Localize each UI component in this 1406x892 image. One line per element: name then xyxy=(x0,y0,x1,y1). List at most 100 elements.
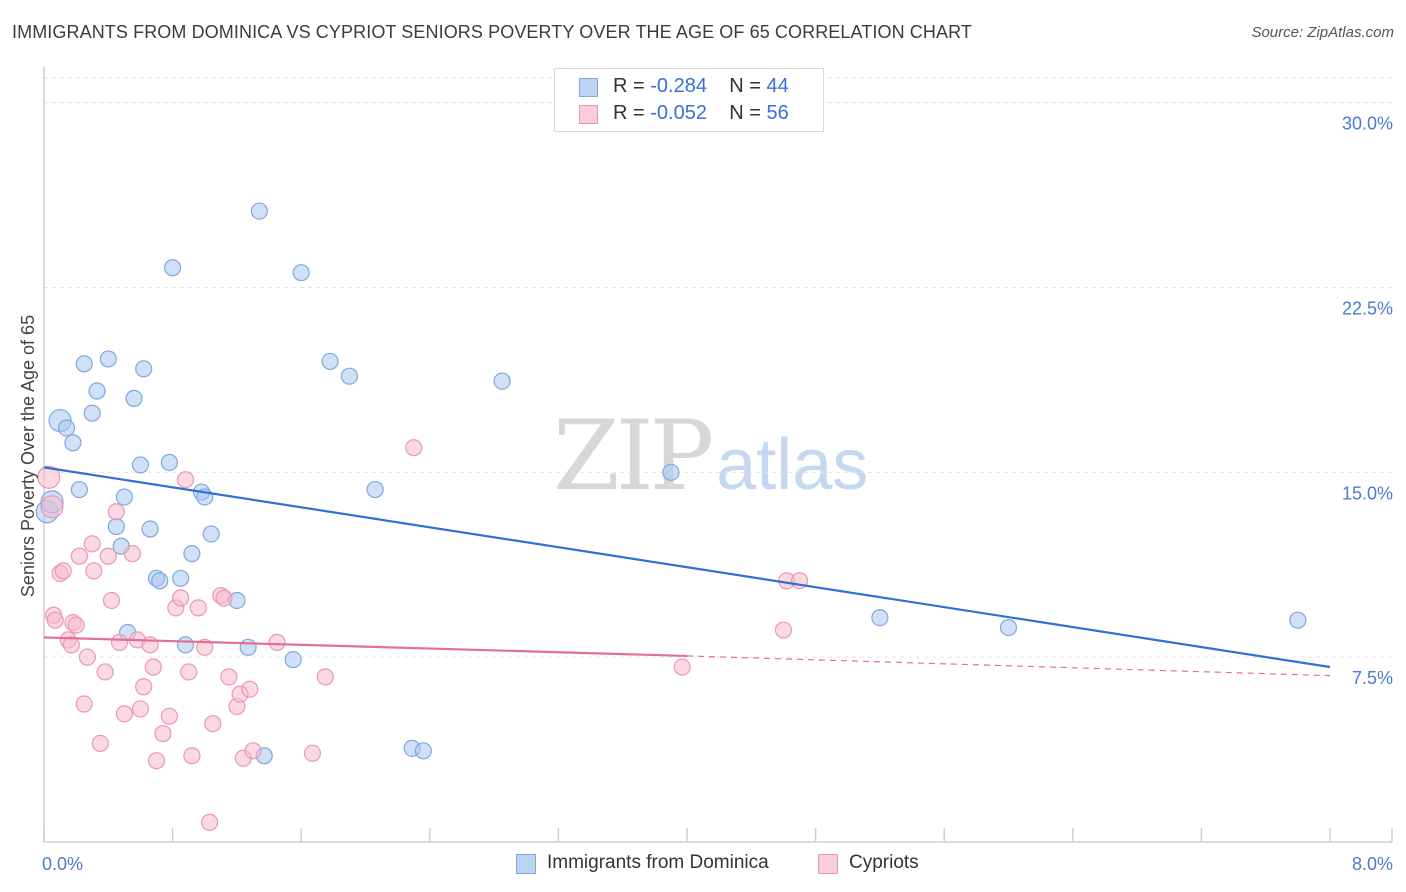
axes xyxy=(43,66,1393,843)
cypriot-point xyxy=(54,562,72,580)
dominica-point xyxy=(250,202,269,220)
cypriot-point xyxy=(85,562,103,580)
cypriot-point xyxy=(176,471,195,489)
dominica-point xyxy=(141,520,159,538)
cypriot-point xyxy=(147,752,166,770)
x-tick-label: 0.0% xyxy=(42,854,83,874)
n-label: N = xyxy=(729,102,767,124)
dominica-point xyxy=(284,651,302,669)
cypriot-point xyxy=(62,636,80,654)
cypriot-point xyxy=(91,734,109,753)
cypriot-point xyxy=(673,658,691,676)
cypriot-point xyxy=(220,668,238,686)
dominica-point xyxy=(125,389,143,407)
cypriot-point xyxy=(180,663,198,681)
series-dominica xyxy=(35,202,1307,765)
dominica-point xyxy=(999,618,1018,637)
cypriot-point xyxy=(160,707,178,725)
cypriot-point xyxy=(67,616,85,634)
cypriot-point xyxy=(99,547,117,565)
trend-line-dominica xyxy=(43,466,1331,669)
dominica-point xyxy=(164,259,182,277)
y-tick-label: 30.0% xyxy=(1342,114,1393,134)
trend-line-cypriots-extension xyxy=(686,655,1331,677)
source-label: Source: ZipAtlas.com xyxy=(1251,24,1394,41)
n-label: N = xyxy=(729,75,767,97)
cypriot-point xyxy=(78,648,97,666)
cypriot-point xyxy=(110,633,129,651)
dominica-point xyxy=(366,480,384,499)
dominica-point xyxy=(64,434,82,452)
gridlines xyxy=(44,77,1392,658)
cypriot-point xyxy=(303,744,322,762)
y-tick-label: 22.5% xyxy=(1342,298,1393,318)
series-cypriots xyxy=(37,439,809,831)
stats-legend: R = -0.284 N = 44 R = -0.052 N = 56 xyxy=(554,68,824,132)
trend-lines xyxy=(43,466,1331,677)
r-value: -0.284 xyxy=(650,75,707,97)
dominica-point xyxy=(493,372,511,390)
r-label: R = xyxy=(613,102,651,124)
dominica-point xyxy=(662,463,680,481)
legend-swatch-pink xyxy=(579,105,598,124)
dominica-point xyxy=(160,453,178,472)
x-tick-label: 8.0% xyxy=(1352,854,1393,874)
bottom-legend-label: Immigrants from Dominica xyxy=(547,852,769,873)
dominica-point xyxy=(88,382,106,400)
cypriot-point xyxy=(215,589,233,607)
dominica-point xyxy=(57,419,76,437)
cypriot-point xyxy=(75,695,93,713)
cypriot-point xyxy=(37,465,61,489)
dominica-point xyxy=(202,525,220,543)
cypriot-point xyxy=(405,439,423,457)
cypriot-point xyxy=(83,535,101,553)
cypriot-point xyxy=(268,633,286,651)
legend-text: R = -0.052 N = 56 xyxy=(613,102,789,125)
tick-labels: 7.5% 15.0% 22.5% 30.0% 0.0% 8.0% xyxy=(42,114,1393,874)
dominica-point xyxy=(292,264,310,282)
chart-title: IMMIGRANTS FROM DOMINICA VS CYPRIOT SENI… xyxy=(12,22,972,42)
cypriot-point xyxy=(102,591,121,610)
cypriot-point xyxy=(144,658,162,676)
cypriot-point xyxy=(40,495,64,519)
dominica-point xyxy=(107,517,125,536)
bottom-legend-label: Cypriots xyxy=(849,852,919,873)
dominica-point xyxy=(83,404,101,422)
bottom-swatch-blue xyxy=(516,854,536,874)
cypriot-point xyxy=(46,611,64,629)
dominica-point xyxy=(131,456,150,474)
cypriot-point xyxy=(70,547,88,565)
y-tick-label: 15.0% xyxy=(1342,483,1393,503)
dominica-point xyxy=(239,638,257,656)
dominica-point xyxy=(172,569,190,587)
cypriot-point xyxy=(115,705,133,723)
watermark-atlas: atlas xyxy=(716,425,869,505)
r-value: -0.052 xyxy=(650,102,707,124)
cypriot-point xyxy=(316,668,334,686)
dominica-point xyxy=(75,355,93,373)
bottom-swatch-pink xyxy=(818,854,838,874)
cypriot-point xyxy=(204,715,222,733)
dominica-point xyxy=(176,636,195,654)
dominica-point xyxy=(183,545,201,563)
n-value: 56 xyxy=(766,102,789,124)
cypriot-point xyxy=(172,589,190,607)
cypriot-point xyxy=(131,700,150,718)
legend-text: R = -0.284 N = 44 xyxy=(613,75,789,98)
cypriot-point xyxy=(241,680,259,698)
r-label: R = xyxy=(613,75,651,97)
watermark-zip: ZIP xyxy=(553,400,714,512)
dominica-point xyxy=(70,480,88,499)
cypriot-point xyxy=(189,599,207,617)
cypriot-point xyxy=(200,813,219,831)
dominica-point xyxy=(321,352,339,371)
y-tick-label: 7.5% xyxy=(1352,668,1393,688)
watermark: ZIPatlas xyxy=(553,400,868,512)
dominica-point xyxy=(1289,611,1307,629)
legend-swatch-blue xyxy=(579,78,598,97)
cypriot-point xyxy=(154,724,172,743)
y-axis-label: Seniors Poverty Over the Age of 65 xyxy=(18,315,38,597)
cypriot-point xyxy=(135,678,153,696)
cypriot-point xyxy=(244,742,262,760)
